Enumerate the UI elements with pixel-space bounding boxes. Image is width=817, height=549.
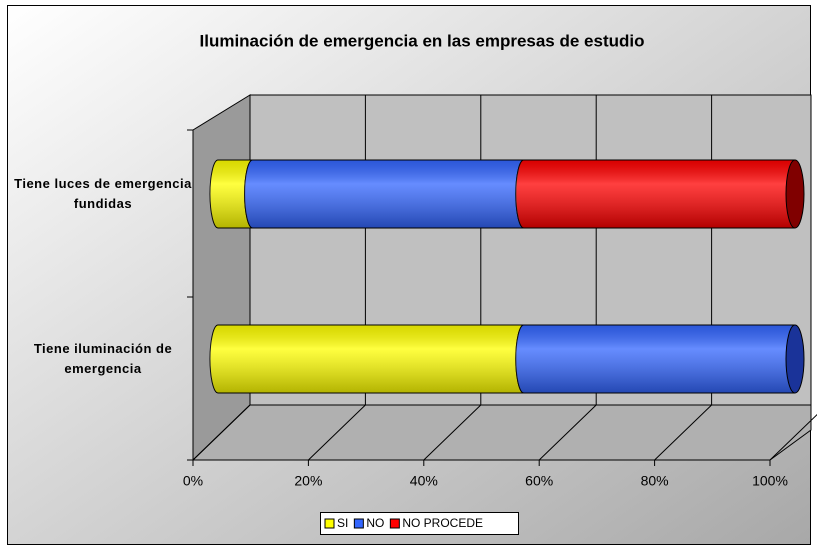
grid-line [654,404,712,461]
legend-label: NO [366,516,384,530]
y-tick-label: Tiene iluminación de emergencia [33,341,173,376]
x-tick-label: 80% [641,473,669,489]
grid-line [538,404,597,461]
bar-shade [244,160,524,228]
legend-swatch [353,518,364,529]
x-tick-label: 0% [183,473,203,489]
legend [320,512,519,535]
legend-label: NO PROCEDE [402,516,483,530]
legend-swatch [324,518,335,529]
legend-swatch [389,518,400,529]
x-tick-label: 40% [410,473,438,489]
bar-cap [785,159,805,229]
x-tick-label: 100% [752,473,788,489]
bar-shade [515,325,795,393]
grid-line [308,404,366,461]
legend-label: SI [337,516,348,530]
y-tick-label: Tiene luces de emergencia fundidas [14,176,192,211]
floor [191,404,812,461]
grid-line [423,404,482,461]
x-tick-label: 20% [294,473,322,489]
bar-shade [210,160,253,228]
bar-cap [785,324,805,394]
bar-shade [210,325,524,393]
grid-line [769,413,817,461]
side-wall [192,94,251,462]
x-tick-label: 60% [525,473,553,489]
bar-shade [515,160,795,228]
chart-title: Iluminación de emergencia en las empresa… [200,31,645,50]
grid-line [192,404,251,461]
